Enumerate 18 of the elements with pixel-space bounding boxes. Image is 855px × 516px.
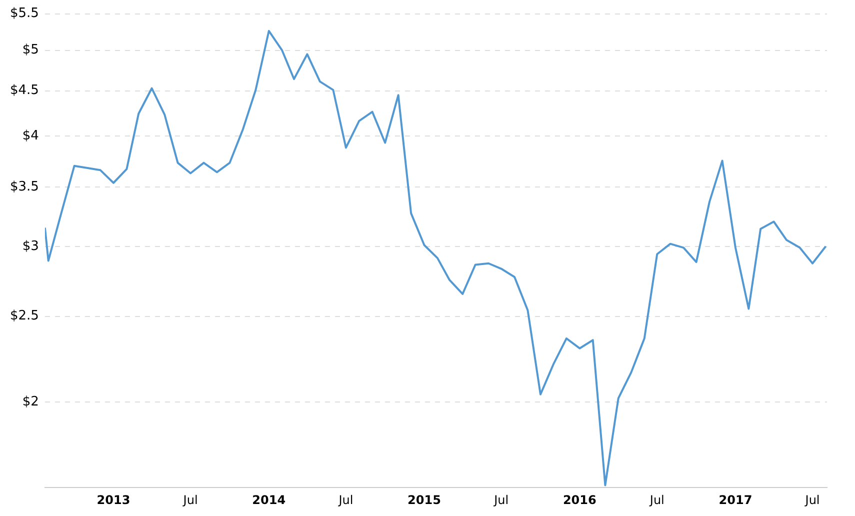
y-tick-label: $5.5 — [10, 6, 39, 22]
x-tick-label: Jul — [182, 492, 198, 507]
y-tick-label: $4 — [22, 128, 39, 144]
y-tick-label: $3.5 — [10, 180, 39, 195]
x-tick-label: Jul — [648, 492, 664, 507]
y-tick-label: $2.5 — [10, 308, 39, 324]
x-tick-label: Jul — [338, 492, 354, 507]
x-tick-label: 2017 — [718, 492, 752, 507]
x-tick-label: 2013 — [96, 492, 130, 507]
y-tick-label: $4.5 — [10, 83, 39, 98]
x-tick-label: 2014 — [252, 492, 286, 507]
x-tick-label: 2016 — [562, 492, 596, 507]
x-tick-label: 2015 — [408, 492, 441, 507]
x-tick-label: Jul — [493, 492, 509, 507]
y-tick-label: $2 — [22, 394, 39, 410]
y-tick-label: $3 — [22, 238, 39, 254]
y-tick-label: $5 — [22, 42, 39, 58]
x-tick-label: Jul — [804, 492, 820, 507]
